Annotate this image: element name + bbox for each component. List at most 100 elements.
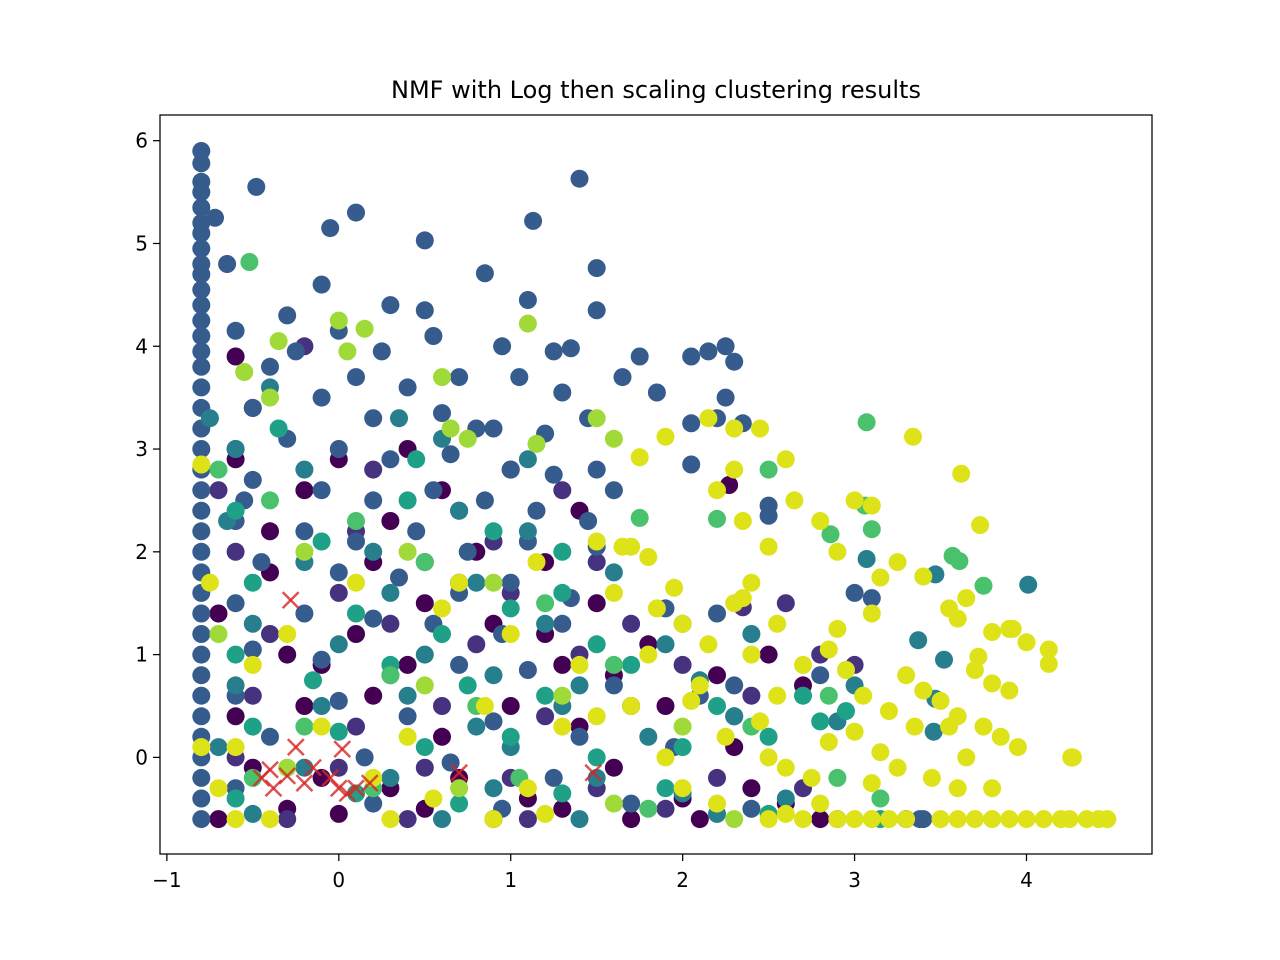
- data-point-cluster-1: [622, 614, 641, 633]
- data-point-cluster-2: [604, 676, 623, 695]
- data-point-cluster-7: [828, 542, 847, 561]
- data-point-cluster-3: [381, 583, 400, 602]
- data-point-cluster-6: [527, 434, 546, 453]
- data-point-cluster-7: [888, 758, 907, 777]
- data-point-cluster-2: [192, 154, 211, 173]
- data-point-cluster-7: [776, 804, 795, 823]
- x-tick-label: 1: [504, 868, 517, 892]
- data-point-cluster-0: [295, 481, 314, 500]
- centroid-marker: [584, 763, 603, 782]
- data-point-cluster-2: [424, 481, 443, 500]
- data-point-cluster-6: [484, 573, 503, 592]
- centroid-marker: [295, 774, 314, 792]
- data-point-cluster-7: [1008, 738, 1027, 757]
- data-point-cluster-6: [261, 388, 279, 407]
- data-point-cluster-7: [759, 810, 778, 829]
- data-point-cluster-2: [278, 306, 297, 325]
- data-point-cluster-7: [862, 810, 881, 829]
- data-point-cluster-4: [553, 542, 572, 561]
- data-point-cluster-1: [587, 553, 606, 572]
- data-point-cluster-7: [819, 640, 838, 659]
- data-point-cluster-7: [768, 614, 787, 633]
- data-point-cluster-5: [871, 789, 890, 808]
- data-point-cluster-7: [837, 661, 855, 679]
- data-point-cluster-2: [286, 342, 305, 361]
- data-point-cluster-3: [433, 810, 451, 829]
- data-point-cluster-3: [484, 666, 503, 685]
- data-point-cluster-3: [518, 522, 537, 541]
- data-point-cluster-2: [415, 231, 434, 250]
- data-point-cluster-7: [871, 743, 890, 762]
- data-point-cluster-7: [888, 553, 907, 572]
- y-axis-ticks: 0 1 2 3 4 5 6: [135, 129, 160, 769]
- data-point-cluster-1: [776, 594, 795, 613]
- data-point-cluster-6: [355, 319, 374, 338]
- data-point-cluster-3: [243, 614, 262, 633]
- data-point-cluster-7: [716, 727, 735, 746]
- data-point-cluster-7: [794, 810, 812, 829]
- data-point-cluster-7: [811, 794, 830, 813]
- data-point-cluster-0: [742, 779, 761, 798]
- x-tick-label: 3: [848, 868, 861, 892]
- data-point-cluster-3: [226, 440, 245, 458]
- data-point-cluster-3: [656, 635, 675, 654]
- data-point-cluster-2: [424, 327, 443, 345]
- data-point-cluster-2: [716, 388, 735, 407]
- data-point-cluster-2: [312, 481, 331, 500]
- data-point-cluster-7: [969, 647, 988, 666]
- data-point-cluster-7: [475, 697, 494, 715]
- data-point-cluster-7: [776, 758, 795, 777]
- data-point-cluster-3: [1019, 575, 1038, 594]
- data-point-cluster-6: [587, 409, 606, 428]
- data-point-cluster-4: [312, 532, 331, 551]
- data-point-cluster-1: [329, 583, 348, 602]
- data-point-cluster-6: [415, 676, 434, 695]
- data-point-cluster-2: [587, 259, 606, 278]
- data-point-cluster-2: [192, 645, 211, 664]
- data-point-cluster-0: [759, 645, 778, 664]
- data-point-cluster-6: [518, 314, 537, 333]
- data-point-cluster-1: [226, 542, 245, 561]
- data-point-cluster-2: [501, 460, 520, 479]
- data-point-cluster-2: [192, 198, 211, 217]
- data-point-cluster-0: [381, 512, 400, 530]
- data-point-cluster-0: [398, 655, 417, 674]
- data-point-cluster-3: [295, 460, 314, 479]
- data-point-cluster-4: [501, 599, 520, 618]
- data-point-cluster-2: [501, 573, 520, 592]
- y-tick-label: 6: [135, 129, 148, 153]
- data-point-cluster-2: [329, 563, 348, 582]
- data-point-cluster-2: [295, 604, 314, 623]
- data-point-cluster-4: [553, 784, 572, 803]
- data-point-cluster-4: [811, 712, 830, 731]
- data-point-cluster-0: [415, 594, 434, 613]
- data-point-cluster-2: [544, 465, 563, 484]
- data-point-cluster-2: [192, 378, 211, 397]
- data-point-cluster-0: [261, 522, 279, 541]
- data-point-cluster-4: [398, 491, 417, 510]
- data-point-cluster-7: [1017, 810, 1036, 829]
- data-point-cluster-2: [192, 265, 211, 284]
- data-point-cluster-0: [501, 697, 520, 715]
- data-point-cluster-2: [192, 789, 211, 808]
- x-tick-label: 2: [676, 868, 689, 892]
- data-point-cluster-7: [725, 460, 744, 479]
- data-point-cluster-0: [209, 604, 228, 623]
- data-point-cluster-5: [243, 768, 262, 787]
- data-point-cluster-7: [656, 427, 675, 446]
- data-point-cluster-2: [630, 347, 649, 366]
- data-point-cluster-3: [450, 501, 469, 520]
- data-point-cluster-5: [415, 553, 434, 572]
- data-point-cluster-0: [226, 347, 245, 366]
- y-tick-label: 4: [135, 334, 148, 358]
- data-point-cluster-7: [897, 666, 916, 685]
- data-point-cluster-4: [587, 748, 606, 767]
- data-point-cluster-7: [948, 779, 967, 798]
- data-point-cluster-2: [372, 342, 391, 361]
- data-point-cluster-2: [622, 794, 641, 813]
- data-point-cluster-4: [226, 645, 245, 664]
- data-point-cluster-2: [192, 280, 211, 299]
- data-point-cluster-2: [381, 296, 400, 315]
- data-point-cluster-6: [441, 419, 460, 438]
- data-point-cluster-0: [278, 645, 297, 664]
